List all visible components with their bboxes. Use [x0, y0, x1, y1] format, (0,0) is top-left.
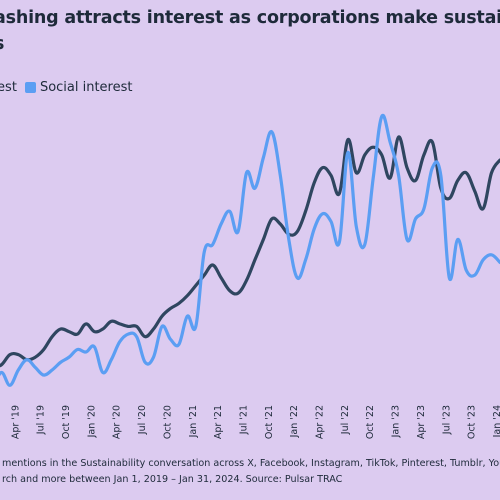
legend-item-media: erest	[0, 80, 17, 95]
x-tick-label: Jan '22	[289, 405, 300, 438]
x-tick-label: Jan '23	[391, 405, 402, 438]
x-tick-label: Oct '21	[264, 405, 275, 439]
x-tick-label: Jul '22	[340, 405, 351, 435]
x-tick-label: Jul '21	[239, 405, 250, 435]
x-tick-label: Oct '23	[467, 405, 478, 439]
legend-swatch-social	[24, 82, 36, 93]
x-tick-label: Apr '20	[112, 405, 123, 439]
x-tick-label: Apr '23	[416, 405, 427, 439]
x-tick-label: Jul '19	[36, 405, 47, 435]
legend-label-media: erest	[0, 80, 17, 95]
series-line-media	[0, 135, 500, 368]
x-axis-tick-labels: Apr '19 Jul '19 Oct '19 Jan '20 Apr '20 Jul '…	[10, 405, 500, 439]
x-tick-label: Oct '20	[162, 405, 173, 439]
chart-title-line-1: ashing attracts interest as corporations…	[0, 8, 500, 28]
chart-legend: erest Social interest	[0, 80, 141, 95]
chart-footnote-line-2: rch and more between Jan 1, 2019 – Jan 3…	[2, 474, 343, 485]
x-tick-label: Jul '23	[441, 405, 452, 435]
x-tick-label: Apr '21	[213, 405, 224, 439]
legend-label-social: Social interest	[39, 80, 133, 95]
x-tick-label: Apr '19	[10, 405, 21, 439]
x-tick-label: Jan '21	[188, 405, 199, 438]
chart-footnote-line-1: mentions in the Sustainability conversat…	[2, 458, 500, 469]
chart-lines	[0, 113, 500, 387]
x-tick-label: Oct '19	[61, 405, 72, 439]
x-tick-label: Jan '20	[86, 405, 97, 438]
chart-title-line-2: s	[0, 34, 4, 54]
x-tick-label: Jul '20	[137, 405, 148, 435]
x-tick-label: Jan '24	[492, 405, 500, 438]
x-tick-label: Oct '22	[365, 405, 376, 439]
series-line-social	[0, 113, 500, 387]
x-tick-label: Apr '22	[315, 405, 326, 439]
legend-item-social: Social interest	[24, 80, 133, 95]
